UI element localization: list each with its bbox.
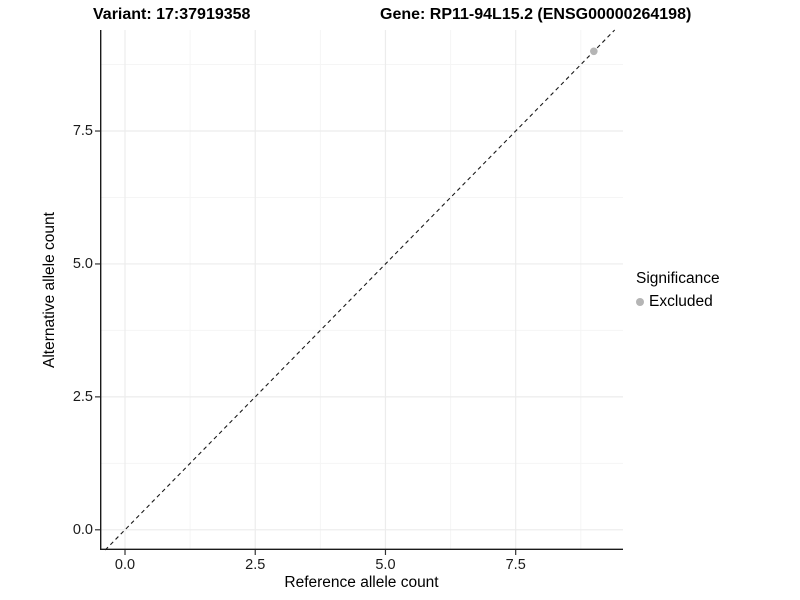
- legend-item-label: Excluded: [649, 293, 713, 310]
- x-tick-label: 0.0: [114, 557, 136, 573]
- y-axis-title: Alternative allele count: [41, 212, 58, 368]
- plot-panel: 0.0 2.5 5.0 7.5 0.0 2.5 5.0 7.5: [73, 29, 623, 573]
- y-tick-label: 7.5: [72, 123, 93, 140]
- legend-item-excluded: Excluded: [636, 293, 720, 311]
- y-tick-label: 0.0: [72, 521, 93, 538]
- x-axis-title: Reference allele count: [284, 574, 439, 591]
- gene-title: Gene: RP11-94L15.2 (ENSG00000264198): [380, 6, 692, 23]
- y-tick-label: 5.0: [72, 255, 93, 272]
- variant-title: Variant: 17:37919358: [93, 6, 251, 23]
- x-tick-label: 5.0: [375, 557, 396, 573]
- legend-title: Significance: [636, 270, 720, 287]
- legend: Significance Excluded: [636, 270, 720, 311]
- scatter-plot: [95, 29, 623, 555]
- identity-dashed-line: [104, 29, 616, 551]
- x-tick-label: 7.5: [505, 557, 526, 573]
- y-tick-label: 2.5: [72, 388, 93, 405]
- excluded-point-icon: [636, 298, 644, 306]
- data-point-excluded: [590, 47, 598, 56]
- x-tick-label: 2.5: [245, 557, 266, 573]
